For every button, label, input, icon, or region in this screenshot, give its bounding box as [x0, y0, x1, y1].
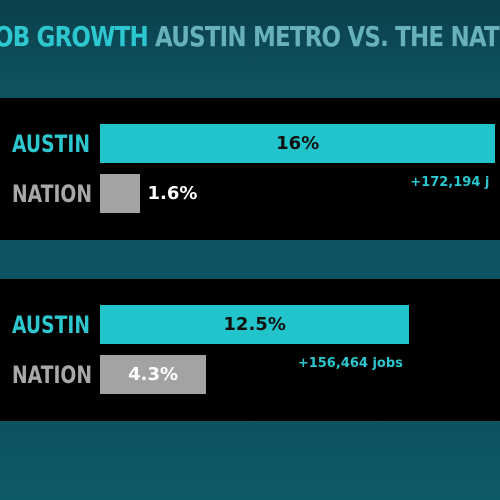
chart-panel-1: AUSTIN 16% NATION 1.6% +172,194 j — [0, 98, 500, 240]
category-label-austin: AUSTIN — [12, 311, 90, 339]
jobs-annotation: +172,194 j — [410, 175, 490, 190]
bar-nation — [100, 355, 207, 394]
value-label-austin: 16% — [276, 133, 320, 154]
bar-austin — [100, 305, 409, 344]
value-label-nation: 4.3% — [128, 364, 179, 385]
chart-title: OB GROWTH AUSTIN METRO VS. THE NATIO — [0, 20, 500, 53]
bar-austin — [100, 124, 496, 163]
bar-nation — [100, 174, 140, 213]
title-highlight: OB GROWTH — [0, 20, 149, 53]
jobs-annotation: +156,464 jobs — [297, 356, 403, 371]
category-label-austin: AUSTIN — [12, 130, 90, 158]
category-label-nation: NATION — [12, 180, 93, 208]
title-rest: AUSTIN METRO VS. THE NATIO — [147, 20, 500, 53]
chart-panel-2: AUSTIN 12.5% NATION 4.3% +156,464 jobs — [0, 279, 500, 421]
category-label-nation: NATION — [12, 361, 93, 389]
value-label-nation: 1.6% — [147, 183, 198, 204]
value-label-austin: 12.5% — [223, 314, 286, 335]
